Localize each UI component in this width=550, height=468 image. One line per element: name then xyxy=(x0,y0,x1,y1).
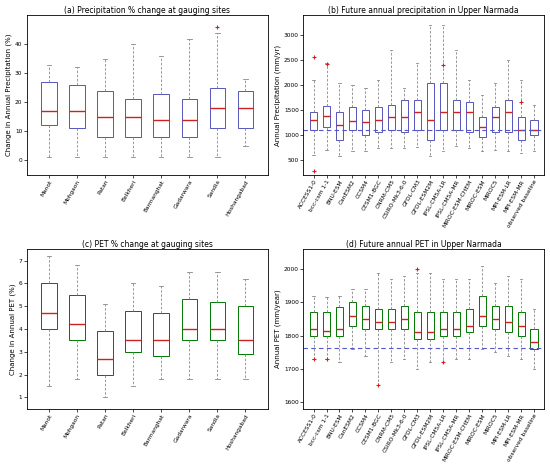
Bar xyxy=(466,102,473,132)
Bar xyxy=(41,82,57,125)
Bar xyxy=(466,309,473,332)
Bar xyxy=(375,309,382,329)
Bar xyxy=(478,296,486,326)
Bar xyxy=(210,88,225,128)
Title: (b) Future annual precipitation in Upper Narmada: (b) Future annual precipitation in Upper… xyxy=(328,6,519,15)
Bar xyxy=(414,100,421,130)
Bar xyxy=(427,313,434,339)
Bar xyxy=(388,105,395,130)
Bar xyxy=(310,112,317,130)
Bar xyxy=(323,313,330,336)
Bar xyxy=(453,313,460,336)
Bar xyxy=(97,91,113,137)
Bar xyxy=(427,82,434,140)
Bar xyxy=(362,306,369,329)
Bar xyxy=(388,309,395,329)
Bar xyxy=(492,108,499,132)
Bar xyxy=(125,311,141,352)
Bar xyxy=(125,99,141,137)
Bar xyxy=(97,331,113,374)
Bar xyxy=(401,100,408,132)
Bar xyxy=(182,99,197,137)
Bar xyxy=(414,313,421,339)
Title: (c) PET % change at gauging sites: (c) PET % change at gauging sites xyxy=(82,240,213,249)
Bar xyxy=(362,110,369,135)
Bar xyxy=(518,313,525,336)
Y-axis label: Annual PET (mm/year): Annual PET (mm/year) xyxy=(274,290,281,368)
Bar xyxy=(478,117,486,137)
Bar xyxy=(504,100,512,132)
Bar xyxy=(69,295,85,340)
Bar xyxy=(349,107,356,130)
Bar xyxy=(69,85,85,128)
Bar xyxy=(336,307,343,336)
Bar xyxy=(238,91,253,128)
Title: (d) Future annual PET in Upper Narmada: (d) Future annual PET in Upper Narmada xyxy=(346,240,502,249)
Y-axis label: Change in Annual Precipitation (%): Change in Annual Precipitation (%) xyxy=(6,34,12,156)
Bar xyxy=(375,108,382,132)
Bar xyxy=(401,306,408,329)
Bar xyxy=(153,94,169,137)
Y-axis label: Annual Precipitation (mm/yr): Annual Precipitation (mm/yr) xyxy=(274,44,281,146)
Bar xyxy=(492,306,499,329)
Bar xyxy=(531,329,538,349)
Y-axis label: Change in Annual PET (%): Change in Annual PET (%) xyxy=(9,283,16,375)
Bar xyxy=(504,306,512,332)
Bar xyxy=(439,82,447,130)
Title: (a) Precipitation % change at gauging sites: (a) Precipitation % change at gauging si… xyxy=(64,6,230,15)
Bar xyxy=(310,313,317,336)
Bar xyxy=(238,306,253,354)
Bar xyxy=(349,302,356,326)
Bar xyxy=(453,100,460,130)
Bar xyxy=(336,112,343,140)
Bar xyxy=(531,120,538,135)
Bar xyxy=(153,313,169,356)
Bar xyxy=(210,302,225,340)
Bar xyxy=(182,300,197,340)
Bar xyxy=(323,106,330,127)
Bar xyxy=(41,284,57,329)
Bar xyxy=(439,313,447,336)
Bar xyxy=(518,117,525,140)
